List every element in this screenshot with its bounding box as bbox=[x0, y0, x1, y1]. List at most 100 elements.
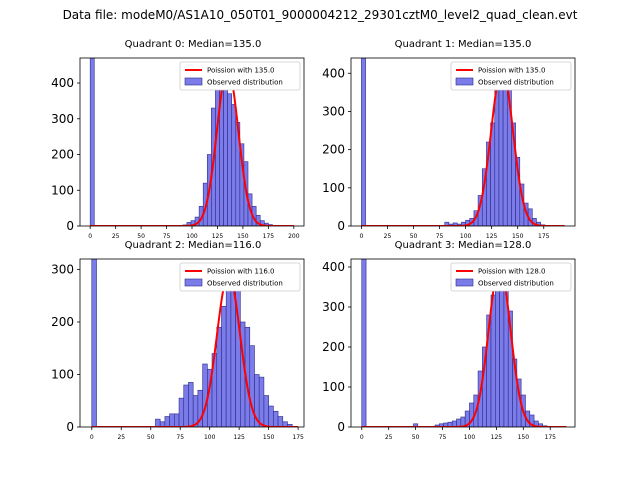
histogram-bar bbox=[277, 416, 284, 427]
legend-bar-swatch bbox=[184, 278, 203, 287]
histogram-bar bbox=[164, 416, 170, 427]
y-tick-label: 200 bbox=[51, 315, 74, 329]
y-tick-label: 100 bbox=[51, 368, 74, 382]
histogram-bar bbox=[287, 424, 293, 427]
y-tick-label: 300 bbox=[322, 300, 345, 314]
y-tick-label: 0 bbox=[66, 219, 74, 233]
x-tick-label: 0 bbox=[360, 233, 364, 240]
histogram-bar bbox=[502, 69, 508, 226]
y-tick-label: 300 bbox=[51, 263, 74, 277]
x-tick-label: 175 bbox=[292, 434, 304, 441]
poisson-curve bbox=[361, 68, 565, 226]
histogram-bar bbox=[490, 294, 496, 427]
histogram-bar bbox=[231, 104, 237, 226]
x-tick-label: 125 bbox=[486, 233, 498, 240]
poisson-curve bbox=[90, 67, 294, 226]
x-tick-label: 25 bbox=[385, 434, 393, 441]
x-tick-label: 125 bbox=[212, 233, 224, 240]
x-tick-label: 25 bbox=[384, 233, 392, 240]
plot-area bbox=[91, 259, 299, 427]
histogram-bar bbox=[258, 376, 265, 427]
plot-frame bbox=[350, 57, 576, 227]
histogram-bar bbox=[498, 69, 504, 226]
poisson-curve bbox=[91, 273, 299, 427]
legend-box bbox=[179, 61, 301, 91]
plot-q0: 0 25 50 75 100 125 150 175 200 0 100 200 300 400 Poiss… bbox=[51, 57, 305, 240]
histogram-bar bbox=[273, 410, 279, 427]
plot-title-q0: Quadrant 0: Median=135.0 bbox=[124, 39, 262, 50]
histogram-bar bbox=[174, 413, 180, 427]
x-tick-label: 0 bbox=[88, 233, 92, 240]
histogram-bar bbox=[495, 278, 500, 427]
plot-q1: 0 25 50 75 100 125 150 175 0 100 200 300 400 Poission… bbox=[322, 57, 576, 240]
legend-bar-label: Observed distribution bbox=[207, 280, 283, 288]
y-tick-label: 100 bbox=[51, 183, 74, 197]
y-tick-label: 400 bbox=[322, 66, 345, 80]
y-tick-label: 100 bbox=[322, 181, 345, 195]
plot-title-q1: Quadrant 1: Median=135.0 bbox=[394, 39, 532, 50]
legend-curve-label: Poission with 135.0 bbox=[478, 67, 546, 75]
figure-title: Data file: modeM0/AS1A10_050T01_90000042… bbox=[62, 8, 578, 22]
x-tick-label: 175 bbox=[263, 233, 275, 240]
plot-title-q3: Quadrant 3: Median=128.0 bbox=[394, 240, 532, 251]
y-tick-label: 400 bbox=[51, 76, 74, 90]
legend-box bbox=[179, 262, 301, 292]
histogram-bar bbox=[221, 305, 227, 427]
y-tick-label: 0 bbox=[66, 420, 74, 434]
legend-bar-swatch bbox=[455, 278, 474, 287]
y-tick-label: 300 bbox=[322, 104, 345, 118]
x-tick-label: 50 bbox=[412, 434, 420, 441]
histogram-bar bbox=[155, 418, 161, 427]
histogram-bar bbox=[223, 68, 228, 226]
legend: Poission with 116.0 Observed distribution bbox=[179, 262, 301, 292]
histogram-bar bbox=[216, 326, 222, 427]
x-tick-label: 175 bbox=[538, 233, 550, 240]
histogram-bar bbox=[188, 382, 194, 427]
legend-box bbox=[450, 262, 572, 292]
x-tick-label: 100 bbox=[460, 233, 472, 240]
x-tick-label: 150 bbox=[237, 233, 249, 240]
legend-curve-label: Poission with 116.0 bbox=[207, 268, 275, 276]
x-tick-label: 150 bbox=[518, 434, 530, 441]
y-tick-label: 200 bbox=[322, 143, 345, 157]
plot-frame bbox=[350, 258, 576, 428]
legend: Poission with 128.0 Observed distribution bbox=[450, 262, 572, 292]
histogram-bar bbox=[89, 58, 95, 226]
x-tick-label: 75 bbox=[439, 434, 447, 441]
y-tick-label: 200 bbox=[51, 148, 74, 162]
x-tick-label: 150 bbox=[512, 233, 524, 240]
histogram-bar bbox=[268, 405, 274, 427]
legend-curve-label: Poission with 128.0 bbox=[478, 268, 546, 276]
y-tick-label: 0 bbox=[337, 219, 345, 233]
x-tick-label: 50 bbox=[137, 233, 145, 240]
plot-area bbox=[361, 58, 565, 226]
legend-box bbox=[450, 61, 572, 91]
x-tick-label: 50 bbox=[410, 233, 418, 240]
legend-bar-label: Observed distribution bbox=[478, 280, 554, 288]
x-tick-label: 75 bbox=[176, 434, 184, 441]
x-tick-label: 100 bbox=[204, 434, 216, 441]
x-tick-label: 75 bbox=[163, 233, 171, 240]
x-tick-label: 200 bbox=[288, 233, 300, 240]
legend-bar-swatch bbox=[184, 77, 203, 86]
x-tick-label: 125 bbox=[233, 434, 245, 441]
legend-bar-swatch bbox=[455, 77, 474, 86]
legend-bar-label: Observed distribution bbox=[207, 79, 283, 87]
histogram-bar bbox=[263, 395, 269, 427]
histogram-bar bbox=[227, 93, 233, 226]
x-tick-label: 25 bbox=[117, 434, 125, 441]
histogram-bar bbox=[91, 259, 97, 427]
plot-q2: 0 25 50 75 100 125 150 175 0 100 200 300 Poission wi… bbox=[51, 258, 305, 441]
legend-curve-label: Poission with 135.0 bbox=[207, 67, 275, 75]
x-tick-label: 100 bbox=[186, 233, 198, 240]
y-tick-label: 100 bbox=[322, 380, 345, 394]
legend: Poission with 135.0 Observed distribution bbox=[179, 61, 301, 91]
y-tick-label: 200 bbox=[322, 340, 345, 354]
plot-frame bbox=[79, 258, 305, 428]
x-tick-label: 150 bbox=[263, 434, 275, 441]
histogram-bar bbox=[178, 397, 185, 427]
x-tick-label: 0 bbox=[90, 434, 94, 441]
x-tick-label: 25 bbox=[112, 233, 120, 240]
